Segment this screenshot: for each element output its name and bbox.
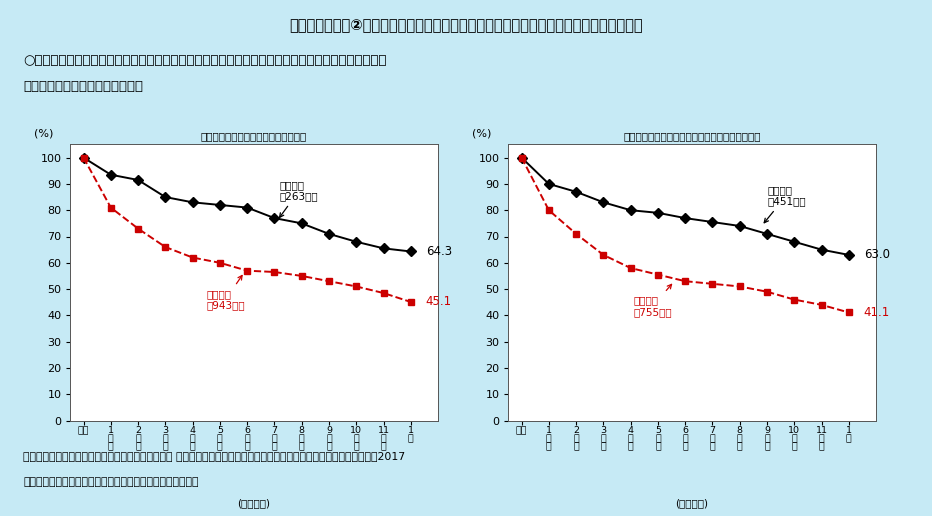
Text: 45.1: 45.1: [426, 296, 452, 309]
Text: 訓練なし
（943人）: 訓練なし （943人）: [206, 276, 245, 311]
Title: 地域の就労支援機関との連携の有無別職場定着率: 地域の就労支援機関との連携の有無別職場定着率: [624, 131, 761, 141]
Title: 就労前訓練の受講の有無別職場定着率: 就労前訓練の受講の有無別職場定着率: [200, 131, 308, 141]
Text: 連携あり
（451人）: 連携あり （451人）: [764, 185, 805, 223]
Text: コラム１－３－②図　精神障害者における就労前訓練、地域の就労支援機関の活用の効果: コラム１－３－②図 精神障害者における就労前訓練、地域の就労支援機関の活用の効果: [289, 18, 643, 33]
Y-axis label: (%): (%): [473, 129, 492, 139]
Text: 41.1: 41.1: [864, 306, 890, 319]
Text: (経過期間): (経過期間): [238, 498, 270, 508]
Y-axis label: (%): (%): [34, 129, 54, 139]
Text: 64.3: 64.3: [426, 245, 452, 258]
Text: (経過期間): (経過期間): [676, 498, 708, 508]
Text: 訓練あり
（263人）: 訓練あり （263人）: [280, 180, 319, 217]
Text: 63.0: 63.0: [864, 248, 890, 262]
Text: 連携なし
（755人）: 連携なし （755人）: [634, 284, 672, 317]
Text: 年）をもとに厚生労働省労働政策担当参事官室にて作成: 年）をもとに厚生労働省労働政策担当参事官室にて作成: [23, 477, 199, 487]
Text: ○　就労前訓練、地域の就労支援機関との連携を実施すると、未実施に比べて職場定着率は大きく改: ○ 就労前訓練、地域の就労支援機関との連携を実施すると、未実施に比べて職場定着率…: [23, 54, 387, 67]
Text: 善する可能性が示喔される。: 善する可能性が示喔される。: [23, 80, 144, 93]
Text: 資料出所　（独）高齢・障害・求職者雇用支援機構 障害者職業総合センター「障害者の就業状況等に関する調査研究」（2017: 資料出所 （独）高齢・障害・求職者雇用支援機構 障害者職業総合センター「障害者の…: [23, 452, 405, 461]
